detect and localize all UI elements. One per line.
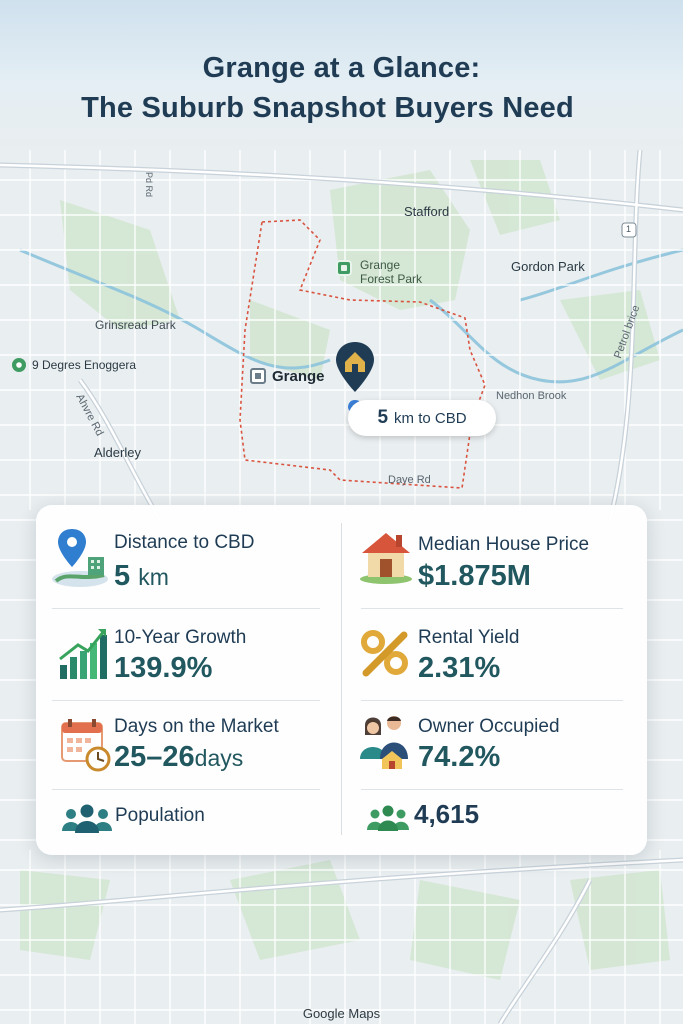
- card-divider-vertical: [341, 523, 342, 835]
- distance-number: 5: [114, 560, 131, 592]
- rental-yield-value: 2.31%: [418, 652, 501, 684]
- map-label-daye-rd: Daye Rd: [388, 474, 431, 486]
- stats-card: Distance to CBD 5 km Median House Price …: [36, 505, 647, 855]
- suburb-icon: [250, 368, 266, 384]
- population-group-icon: [367, 805, 409, 831]
- sky-backdrop: [0, 0, 683, 150]
- distance-unit: km: [138, 564, 169, 590]
- median-price-value: $1.875M: [418, 560, 531, 592]
- calendar-clock-icon: [61, 719, 111, 772]
- row-divider: [52, 700, 320, 701]
- poi-pin-icon: [12, 358, 26, 372]
- map-label-grange-forest-park[interactable]: Grange Forest Park: [360, 258, 422, 286]
- days-on-market-value: 25–26days: [114, 741, 243, 774]
- cbd-callout-text: km to CBD: [394, 409, 467, 427]
- house-icon: [360, 533, 412, 584]
- route-badge-number: 1: [626, 224, 632, 234]
- page-title-line2: The Suburb Snapshot Buyers Need: [81, 92, 574, 124]
- growth-value: 139.9%: [114, 652, 213, 684]
- row-divider: [361, 700, 623, 701]
- median-price-label: Median House Price: [418, 534, 590, 555]
- cbd-callout-value: 5: [377, 407, 389, 428]
- map-label-nedhon-brook: Nedhon Brook: [496, 390, 567, 402]
- park-name-line2: Forest Park: [360, 272, 423, 286]
- map-label-pd-rd: Pd Rd: [144, 172, 154, 198]
- park-icon: [336, 260, 352, 276]
- row-divider: [52, 789, 320, 790]
- distance-value: 5 km: [114, 560, 169, 593]
- growth-label: 10-Year Growth: [114, 627, 247, 648]
- map-label-alderley[interactable]: Alderley: [94, 445, 141, 460]
- distance-map-pin-icon: [52, 529, 108, 587]
- map-label-gordon-park[interactable]: Gordon Park: [511, 259, 585, 274]
- park-name-line1: Grange: [360, 258, 401, 272]
- row-divider: [361, 789, 623, 790]
- percent-icon: [361, 630, 408, 677]
- population-label: Population: [115, 805, 205, 826]
- population-people-icon: [62, 804, 112, 833]
- home-pin-icon: [336, 342, 374, 392]
- owner-occupied-label: Owner Occupied: [418, 716, 560, 737]
- row-divider: [361, 608, 623, 609]
- map-label-9-degrees[interactable]: 9 Degres Enoggera: [32, 358, 137, 372]
- row-divider: [52, 608, 320, 609]
- grange-label-text: Grange: [272, 367, 325, 385]
- map-attribution[interactable]: Google Maps: [302, 1006, 381, 1021]
- rental-yield-label: Rental Yield: [418, 627, 520, 648]
- route-badge: [621, 222, 637, 238]
- population-value: 4,615: [414, 799, 480, 829]
- map-label-stafford[interactable]: Stafford: [404, 204, 450, 219]
- distance-label: Distance to CBD: [114, 532, 255, 553]
- owner-couple-icon: [360, 716, 408, 769]
- grange-suburb-label[interactable]: Grange: [246, 364, 331, 388]
- map-label-grinsread-park[interactable]: Grinsread Park: [95, 318, 176, 332]
- owner-occupied-value: 74.2%: [418, 741, 501, 773]
- cbd-distance-callout[interactable]: 5 km to CBD: [348, 400, 496, 436]
- days-on-market-label: Days on the Market: [114, 716, 279, 737]
- days-number: 25–26: [114, 741, 195, 773]
- page-title-line1: Grange at a Glance:: [202, 52, 481, 84]
- days-unit: days: [194, 745, 244, 771]
- growth-chart-icon: [59, 629, 107, 679]
